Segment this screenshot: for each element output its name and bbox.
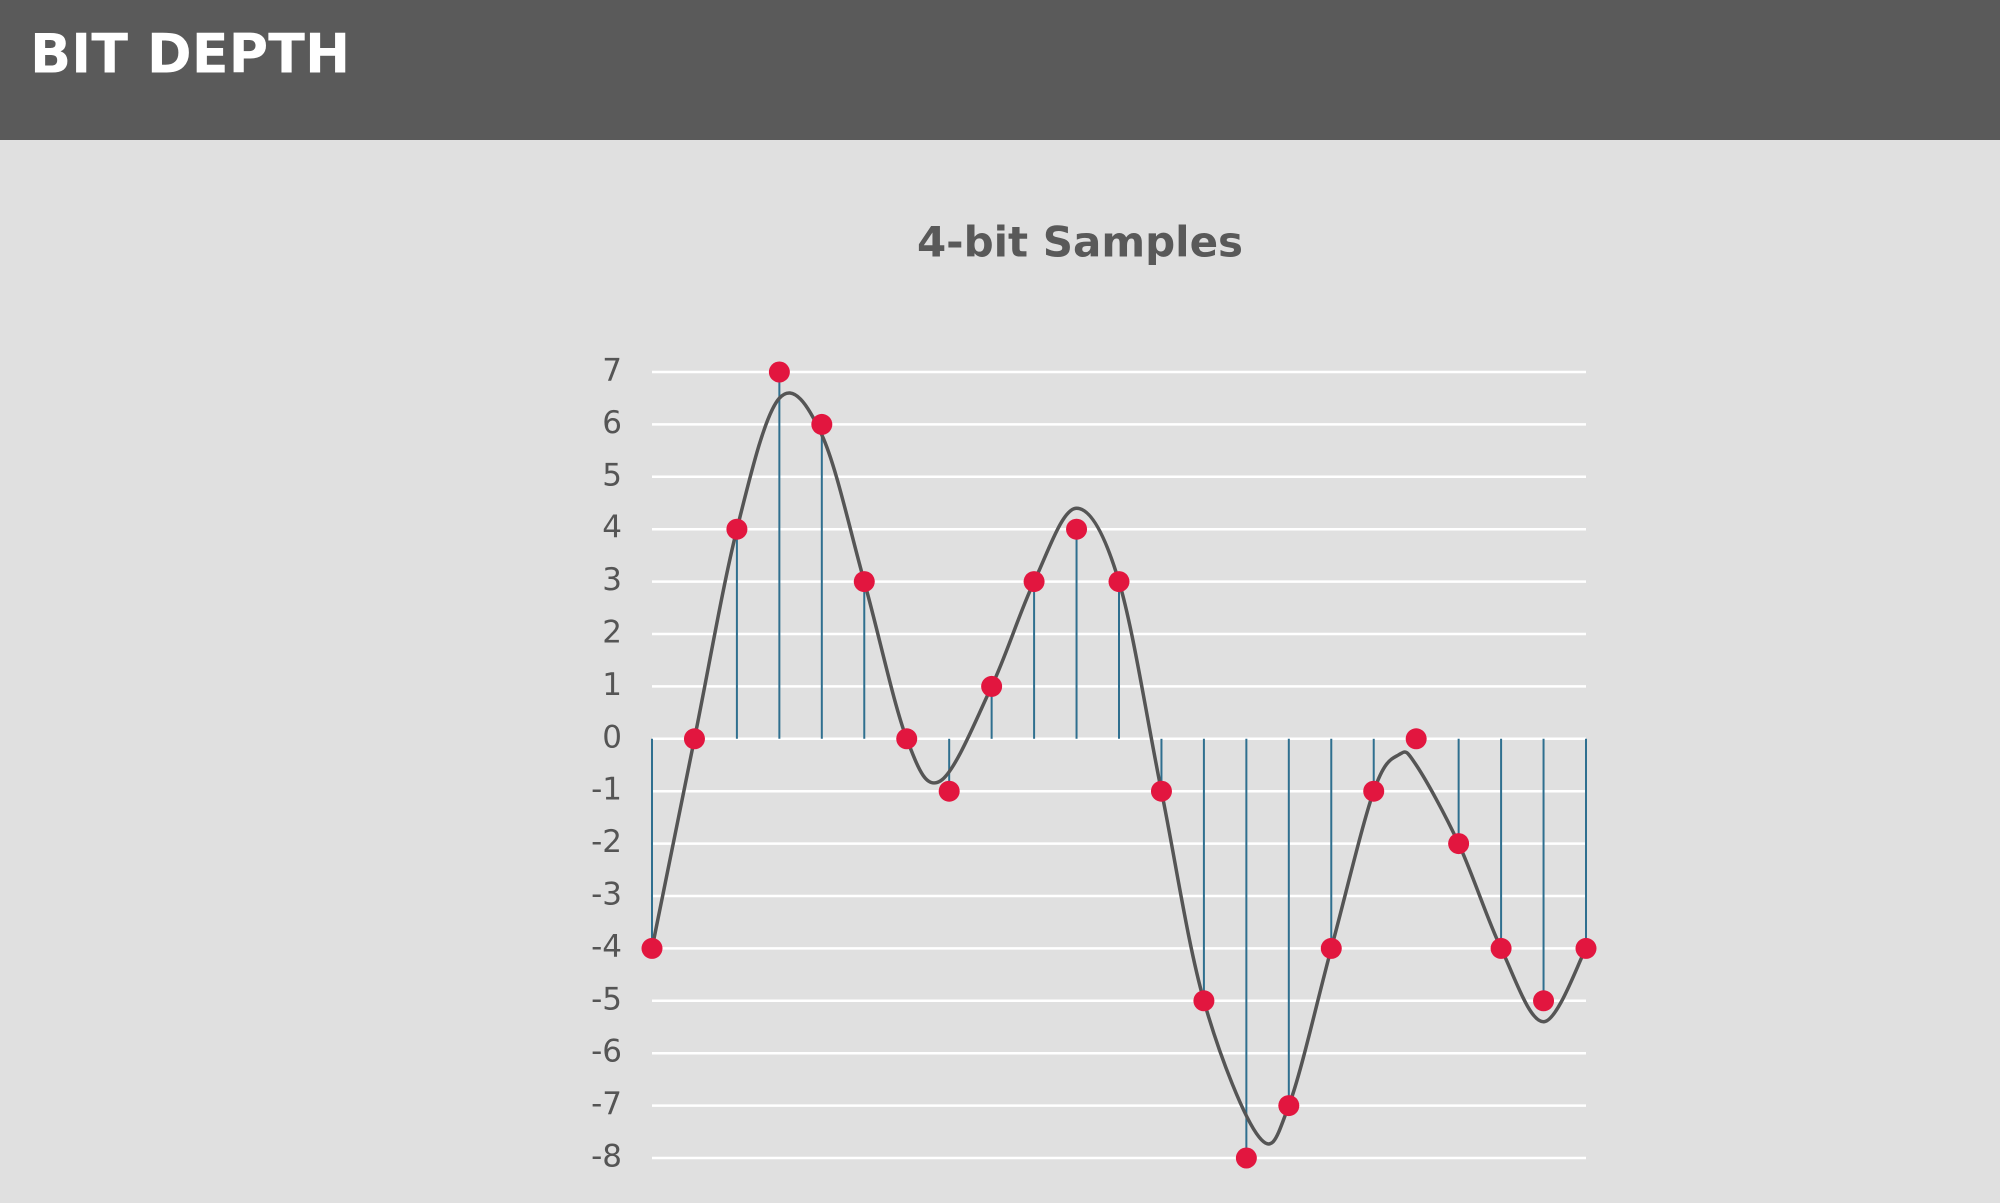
- y-tick-label: 4: [602, 510, 622, 546]
- sample-dot: [1108, 571, 1130, 593]
- sample-dot: [683, 728, 705, 750]
- sample-dot: [1150, 780, 1172, 802]
- y-tick-label: 2: [602, 615, 622, 651]
- sample-dot: [1405, 728, 1427, 750]
- y-tick-label: -4: [591, 929, 622, 965]
- sample-dot: [1066, 518, 1088, 540]
- sample-dot: [981, 675, 1003, 697]
- y-tick-label: -1: [591, 772, 622, 808]
- y-tick-label: -3: [591, 877, 622, 913]
- sample-dot: [1533, 990, 1555, 1012]
- sample-dot: [1575, 937, 1597, 959]
- y-tick-label: -8: [591, 1139, 622, 1175]
- header-bar: [0, 0, 2000, 140]
- y-tick-label: -7: [591, 1086, 622, 1122]
- y-tick-label: 5: [602, 457, 622, 493]
- chart-title: 4-bit Samples: [917, 218, 1243, 267]
- y-tick-label: -6: [591, 1034, 622, 1070]
- sample-dot: [1490, 937, 1512, 959]
- sample-dot: [1193, 990, 1215, 1012]
- sample-dot: [811, 413, 833, 435]
- y-tick-label: -5: [591, 981, 622, 1017]
- y-tick-label: 6: [602, 405, 622, 441]
- sample-dot: [1363, 780, 1385, 802]
- sample-dot: [726, 518, 748, 540]
- y-tick-label: 0: [602, 719, 622, 755]
- sample-dot: [641, 937, 663, 959]
- analog-wave: [650, 391, 1588, 1146]
- y-tick-label: 1: [602, 667, 622, 703]
- sample-dot: [1235, 1147, 1257, 1169]
- sample-dot: [1320, 937, 1342, 959]
- y-tick-label: -2: [591, 824, 622, 860]
- sample-dot: [768, 361, 790, 383]
- sample-dot: [896, 728, 918, 750]
- header-title: BIT DEPTH: [30, 23, 350, 86]
- sample-dot: [1448, 833, 1470, 855]
- plot: -8 -7 -6 -5 -4 -3 -2 -1 0 1 2 3 4 5 6 7: [591, 353, 1597, 1175]
- sample-dot: [1023, 571, 1045, 593]
- y-tick-label: 7: [602, 353, 622, 389]
- sample-dot: [1278, 1095, 1300, 1117]
- sample-dot: [938, 780, 960, 802]
- y-tick-label: 3: [602, 562, 622, 598]
- sample-dot: [853, 571, 875, 593]
